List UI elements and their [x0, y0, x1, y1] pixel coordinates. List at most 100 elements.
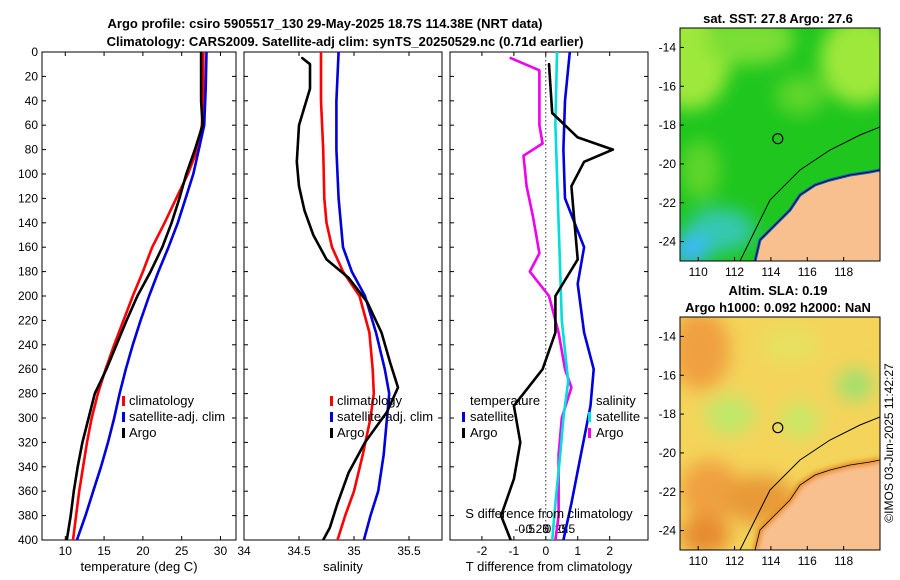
map-y-tick-label: -18: [659, 407, 677, 421]
map-y-tick-label: -22: [659, 485, 677, 499]
x-tick-label: 15: [97, 544, 111, 558]
map-x-tick-label: 110: [689, 265, 708, 279]
legend-label-satellite: satellite: [470, 409, 514, 424]
series-line-salinity-satellite: [550, 52, 570, 540]
series-line-temperature-satellite: [509, 56, 573, 540]
depth-tick-label: 100: [18, 167, 38, 181]
depth-tick-label: 40: [25, 94, 39, 108]
x-tick-label: 34: [237, 544, 251, 558]
map-x-tick-label: 114: [761, 265, 780, 279]
legend-title-temperature: temperature: [470, 393, 540, 408]
legend-swatch-satellite: [462, 412, 465, 422]
map-y-tick-label: -20: [659, 446, 677, 460]
map-y-tick-label: -22: [659, 196, 677, 210]
x-tick-label: 0: [542, 544, 549, 558]
series-line-salinity-argo: [562, 52, 596, 540]
legend-label-climatology: climatology: [129, 393, 195, 408]
x-tick-label: 34.5: [287, 544, 311, 558]
sst-map-axes: 110 112 114 116 118 -14 -16 -18 -20 -22 -24: [659, 40, 854, 279]
t-difference-x-axis: -2 -1 0 1 2: [477, 52, 613, 558]
figure-title-line2: Climatology: CARS2009. Satellite-adj cli…: [107, 34, 584, 49]
depth-tick-label: 240: [18, 338, 38, 352]
series-line-temperature-argo: [499, 62, 615, 540]
map-y-tick-label: -24: [659, 235, 677, 249]
depth-tick-label: 340: [18, 460, 38, 474]
difference-series: [499, 52, 615, 540]
depth-tick-label: 0: [31, 45, 38, 59]
sla-map-axes: 110 112 114 116 118 -14 -16 -18 -20 -22 -24: [659, 329, 854, 568]
salinity-series: [295, 52, 400, 540]
depth-tick-label: 120: [18, 191, 38, 205]
legend-swatch-satellite: [330, 412, 333, 422]
difference-legend-salinity: salinity satellite Argo: [588, 393, 640, 440]
legend-swatch-climatology: [122, 396, 125, 406]
map-y-tick-label: -16: [659, 368, 677, 382]
depth-tick-label: 300: [18, 411, 38, 425]
salinity-panel: [243, 51, 443, 541]
depth-tick-label: 260: [18, 362, 38, 376]
legend-swatch-satellite: [588, 412, 591, 422]
sla-map: [680, 317, 880, 550]
legend-label-satellite: satellite-adj. clim: [337, 409, 433, 424]
depth-tick-label: 140: [18, 216, 38, 230]
legend-label-satellite: satellite: [596, 409, 640, 424]
temperature-legend: climatology satellite-adj. clim Argo: [122, 393, 225, 440]
series-line-climatology: [319, 52, 376, 540]
difference-legend-temperature: temperature satellite Argo: [462, 393, 540, 440]
temperature-x-axis: 10 15 20 25 30: [59, 52, 228, 558]
salinity-x-axis: 34 34.5 35 35.5: [237, 52, 421, 558]
sst-map-frame: [679, 27, 881, 262]
legend-swatch-satellite: [122, 412, 125, 422]
depth-axis: 0 20 40 60 80 100 120 140 160 180 200 220 240 260 280 3…: [18, 45, 648, 547]
legend-label-argo: Argo: [596, 425, 623, 440]
temperature-series: [65, 52, 208, 540]
map-x-tick-label: 116: [798, 265, 817, 279]
map-x-tick-label: 112: [725, 554, 744, 568]
x-tick-label: -1: [509, 544, 520, 558]
depth-tick-label: 360: [18, 484, 38, 498]
x-tick-label: 10: [59, 544, 73, 558]
temperature-panel: [41, 51, 237, 541]
salinity-axis-label: salinity: [323, 559, 363, 574]
s-diff-tick-label: -0.25: [522, 522, 550, 536]
legend-label-argo: Argo: [470, 425, 497, 440]
map-x-tick-label: 112: [725, 265, 744, 279]
map-x-tick-label: 114: [761, 554, 780, 568]
depth-tick-label: 200: [18, 289, 38, 303]
map-x-tick-label: 118: [834, 554, 853, 568]
x-tick-label: 35: [347, 544, 361, 558]
legend-swatch-climatology: [330, 396, 333, 406]
map-y-tick-label: -14: [659, 40, 677, 54]
map-y-tick-label: -20: [659, 157, 677, 171]
t-difference-axis-label: T difference from climatology: [466, 559, 633, 574]
depth-tick-label: 80: [25, 143, 39, 157]
legend-label-argo: Argo: [129, 425, 156, 440]
depth-tick-label: 400: [18, 533, 38, 547]
series-line-satellite-adj-clim: [75, 52, 208, 540]
depth-tick-label: 60: [25, 118, 39, 132]
sla-map-title: Altim. SLA: 0.19: [729, 283, 828, 298]
s-difference-axis-label: S difference from climatology: [465, 506, 633, 521]
figure-title-line1: Argo profile: csiro 5905517_130 29-May-2…: [108, 16, 543, 31]
sla-map-frame: [679, 316, 881, 551]
map-x-tick-label: 110: [689, 554, 708, 568]
legend-swatch-argo: [462, 428, 465, 438]
imos-credit: ©IMOS 03-Jun-2025 11:42:27: [882, 363, 896, 523]
x-tick-label: 2: [606, 544, 613, 558]
map-y-tick-label: -24: [659, 524, 677, 538]
s-diff-tick-label: -0.5: [514, 522, 535, 536]
depth-tick-label: 280: [18, 387, 38, 401]
depth-tick-label: 160: [18, 240, 38, 254]
argo-position-marker: [772, 422, 784, 434]
x-tick-label: 30: [214, 544, 228, 558]
argo-position-marker: [772, 133, 784, 145]
map-x-tick-label: 118: [834, 265, 853, 279]
map-y-tick-label: -18: [659, 118, 677, 132]
series-line-satellite-adj-clim: [335, 52, 391, 540]
legend-label-climatology: climatology: [337, 393, 403, 408]
legend-swatch-argo: [588, 428, 591, 438]
depth-tick-label: 20: [25, 69, 39, 83]
legend-swatch-argo: [122, 428, 125, 438]
temperature-axis-label: temperature (deg C): [80, 559, 197, 574]
